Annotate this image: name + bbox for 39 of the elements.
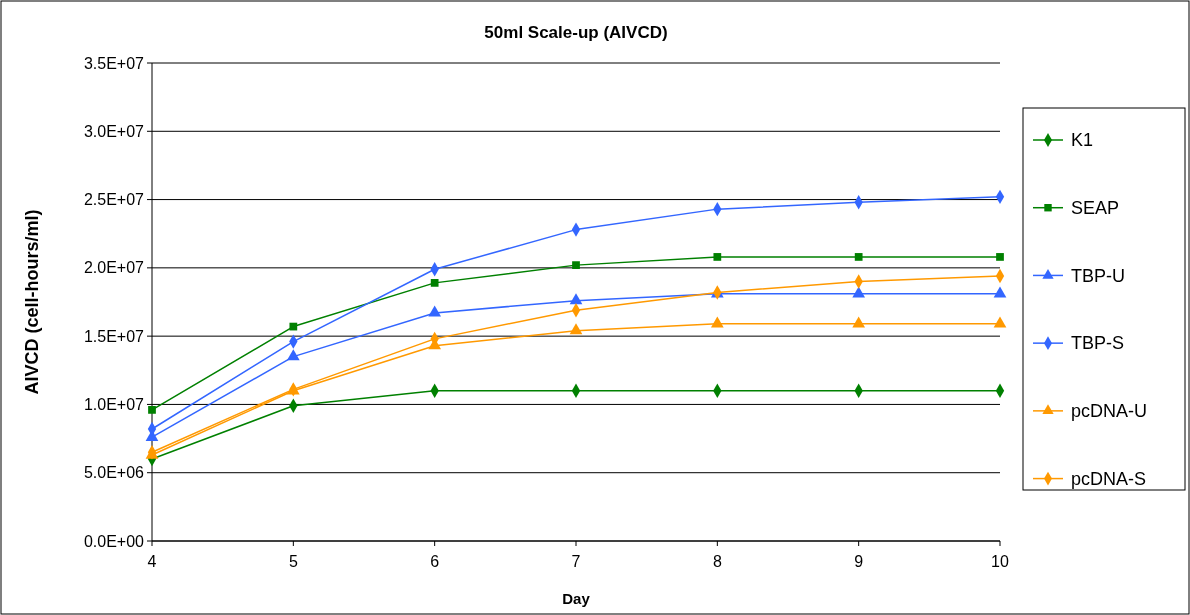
legend-label: TBP-U: [1071, 265, 1125, 286]
y-tick-label: 2.0E+07: [83, 259, 145, 277]
point: [713, 253, 722, 261]
y-tick-label: 1.5E+07: [83, 327, 145, 345]
y-tick-label: 3.5E+07: [83, 54, 145, 72]
x-tick-label: 6: [430, 553, 440, 570]
x-axis-title: Day: [562, 590, 591, 607]
y-tick-label: 3.0E+07: [83, 122, 145, 140]
y-tick-label: 0.0E+00: [83, 532, 145, 550]
point: [572, 261, 580, 269]
x-tick-label: 4: [147, 553, 157, 570]
y-tick-label: 2.5E+07: [83, 191, 145, 209]
point: [993, 286, 1007, 298]
y-tick-label: 1.0E+07: [83, 396, 145, 414]
point: [289, 322, 298, 331]
x-tick-label: 7: [571, 553, 581, 570]
point: [710, 316, 724, 328]
legend-label: pcDNA-S: [1071, 468, 1147, 489]
x-tick-label: 5: [288, 553, 298, 570]
y-axis-title: AIVCD (cell-hours/ml): [22, 209, 42, 395]
x-tick-label: 10: [991, 553, 1009, 570]
point: [993, 316, 1007, 328]
legend-label: pcDNA-U: [1071, 401, 1148, 422]
point: [430, 279, 439, 287]
point: [286, 349, 300, 361]
point: [852, 286, 866, 298]
point: [569, 323, 583, 335]
point: [996, 253, 1004, 261]
point: [428, 305, 442, 317]
x-tick-label: 8: [712, 553, 722, 570]
chart-title: 50ml Scale-up (AIVCD): [484, 23, 668, 42]
x-tick-label: 9: [854, 553, 864, 570]
point: [569, 293, 583, 305]
point: [854, 253, 863, 261]
legend-label: TBP-S: [1071, 333, 1125, 354]
point: [852, 316, 866, 328]
legend-label: SEAP: [1071, 198, 1120, 219]
y-tick-label: 5.0E+06: [83, 464, 145, 482]
legend-label: K1: [1071, 130, 1094, 151]
